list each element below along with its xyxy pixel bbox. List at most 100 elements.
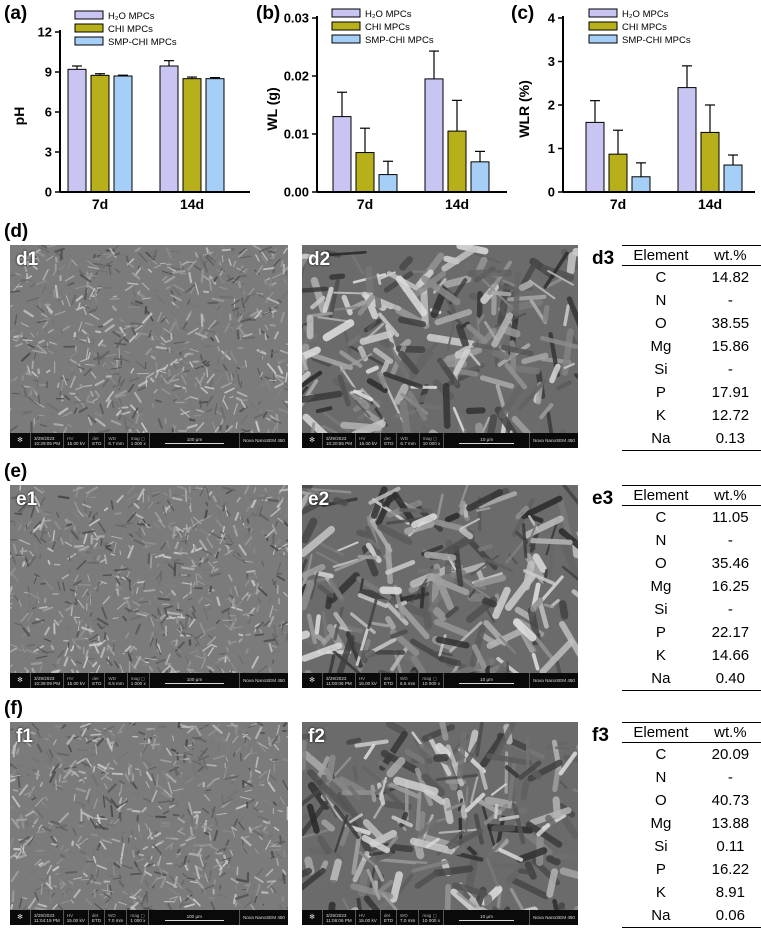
sem-grain bbox=[86, 774, 87, 778]
sem-grain bbox=[247, 519, 248, 522]
sem-grain bbox=[181, 773, 182, 776]
bar bbox=[183, 79, 201, 192]
element-name: Mg bbox=[622, 335, 700, 358]
table-label: d3 bbox=[592, 248, 614, 270]
sem-grain bbox=[129, 377, 130, 381]
sem-grain bbox=[469, 410, 483, 411]
sem-grain bbox=[240, 334, 241, 340]
header-element: Element bbox=[622, 723, 700, 743]
sem-grain bbox=[156, 400, 161, 401]
sem-grain bbox=[153, 268, 154, 273]
sem-grain bbox=[110, 768, 113, 769]
bar bbox=[114, 76, 132, 192]
sem-grain bbox=[287, 344, 288, 345]
y-axis-label: WL (g) bbox=[264, 87, 280, 130]
sem-grain bbox=[556, 748, 568, 749]
sem-grain bbox=[221, 297, 232, 298]
sem-grain bbox=[332, 276, 343, 277]
sem-grain bbox=[233, 374, 234, 377]
sem-grain bbox=[13, 891, 14, 901]
sem-grain bbox=[260, 495, 264, 496]
bar bbox=[609, 154, 627, 192]
sem-grain bbox=[184, 403, 188, 404]
sem-grain bbox=[437, 869, 470, 873]
sem-grain bbox=[355, 768, 357, 779]
element-name: Si bbox=[622, 835, 700, 858]
y-tick-label: 0 bbox=[548, 185, 555, 200]
sem-grain bbox=[81, 879, 91, 880]
sem-grain bbox=[113, 774, 122, 775]
sem-grain bbox=[178, 617, 184, 618]
sem-grain bbox=[190, 420, 194, 421]
element-name: Na bbox=[622, 904, 700, 928]
sem-grain bbox=[41, 583, 45, 584]
sem-grain bbox=[571, 256, 573, 271]
sem-grain bbox=[427, 555, 453, 558]
sem-grain bbox=[369, 269, 370, 291]
sem-grain bbox=[189, 402, 190, 410]
sem-grain bbox=[96, 331, 100, 332]
sem-grain bbox=[35, 544, 36, 552]
sem-grain bbox=[279, 735, 280, 741]
sem-grain bbox=[242, 517, 243, 522]
sem-grain bbox=[545, 308, 547, 321]
y-tick-label: 0.02 bbox=[284, 69, 309, 84]
fei-logo-icon: ✻ bbox=[302, 433, 323, 448]
sem-grain bbox=[222, 245, 224, 249]
sem-grain bbox=[257, 607, 258, 612]
sem-grain bbox=[178, 850, 180, 853]
sem-grain bbox=[206, 765, 216, 766]
info-instrument: Nova NanoSEM 450 bbox=[530, 433, 578, 448]
sem-grain bbox=[247, 634, 251, 635]
sem-grain bbox=[122, 837, 123, 842]
sem-grain bbox=[317, 617, 319, 633]
info-instrument: Nova NanoSEM 450 bbox=[240, 673, 288, 688]
sem-grain bbox=[10, 540, 16, 541]
sem-grain bbox=[269, 500, 278, 501]
sem-grain bbox=[43, 346, 50, 347]
sem-grain bbox=[250, 828, 251, 832]
sem-grain bbox=[191, 817, 192, 826]
element-wt-value: 35.46 bbox=[700, 552, 761, 575]
sem-grain bbox=[284, 265, 285, 274]
sem-grain bbox=[72, 537, 73, 540]
sem-image-label: d1 bbox=[16, 249, 38, 271]
x-tick-label: 7d bbox=[357, 196, 373, 212]
sem-grain bbox=[173, 527, 174, 537]
sem-grain bbox=[117, 584, 118, 595]
legend-label: CHI MPCs bbox=[108, 24, 153, 35]
sem-grain bbox=[556, 800, 557, 816]
sem-texture bbox=[302, 722, 578, 925]
sem-grain bbox=[58, 384, 59, 388]
sem-grain bbox=[169, 348, 170, 352]
sem-grain bbox=[228, 864, 229, 868]
sem-grain bbox=[186, 740, 187, 745]
sem-grain bbox=[388, 619, 393, 627]
info-scale-bar: 100 μm bbox=[150, 433, 240, 448]
fei-logo-icon: ✻ bbox=[302, 910, 323, 925]
sem-grain bbox=[219, 746, 220, 751]
bar bbox=[91, 75, 109, 192]
sem-grain bbox=[269, 738, 270, 746]
sem-grain bbox=[184, 371, 189, 372]
element-wt-value: 38.55 bbox=[700, 312, 761, 335]
element-wt-value: - bbox=[700, 358, 761, 381]
